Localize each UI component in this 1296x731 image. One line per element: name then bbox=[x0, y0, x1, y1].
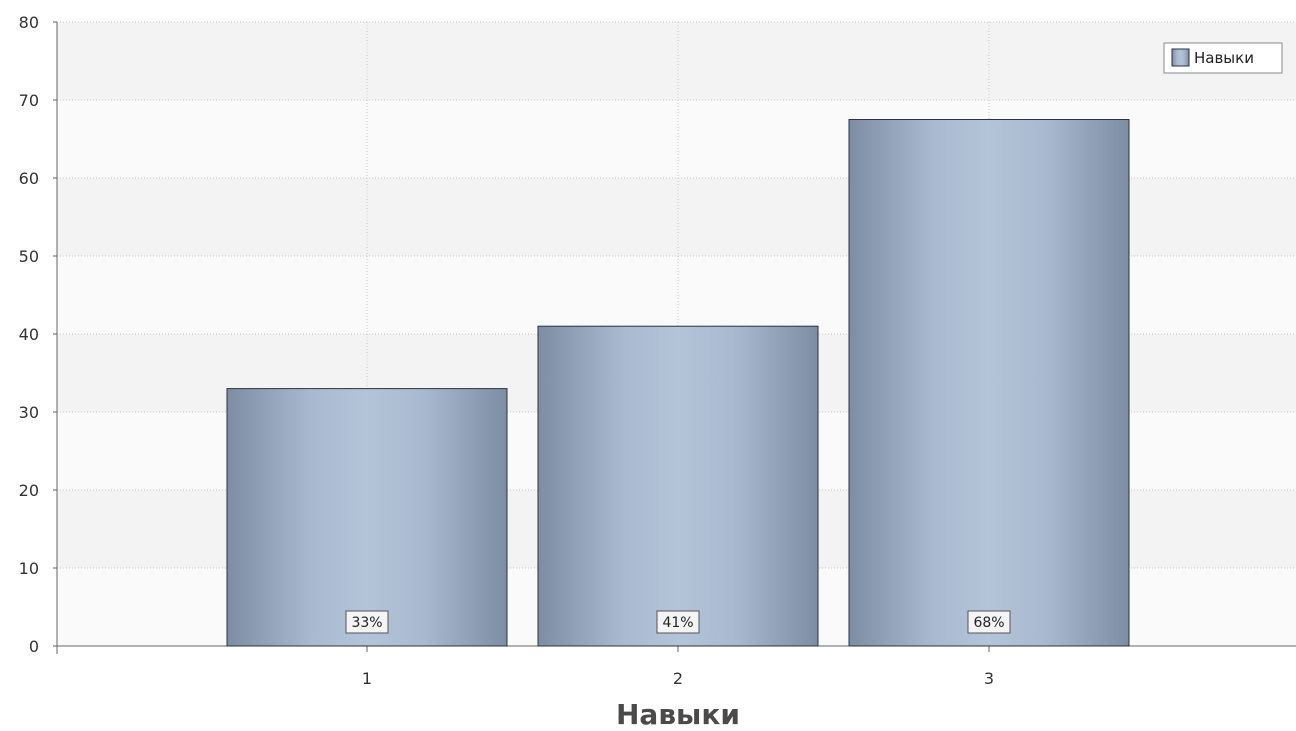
bar bbox=[848, 119, 1130, 647]
data-label: 33% bbox=[351, 615, 382, 631]
y-tick-label: 10 bbox=[19, 559, 39, 578]
data-label: 68% bbox=[973, 615, 1004, 631]
y-tick-label: 0 bbox=[29, 637, 39, 656]
y-tick-label: 20 bbox=[19, 481, 39, 500]
x-tick-label: 2 bbox=[673, 669, 683, 688]
plot-band bbox=[57, 22, 1296, 100]
y-tick-label: 40 bbox=[19, 325, 39, 344]
legend-swatch bbox=[1171, 48, 1190, 67]
x-tick-label: 3 bbox=[984, 669, 994, 688]
y-tick-label: 70 bbox=[19, 91, 39, 110]
y-tick-label: 50 bbox=[19, 247, 39, 266]
y-tick-label: 80 bbox=[19, 13, 39, 32]
y-tick-label: 30 bbox=[19, 403, 39, 422]
data-label-box bbox=[656, 610, 700, 634]
bars bbox=[226, 119, 1130, 647]
bar bbox=[226, 388, 508, 647]
data-label-box bbox=[967, 610, 1011, 634]
bar bbox=[537, 325, 819, 647]
y-tick-label: 60 bbox=[19, 169, 39, 188]
x-tick-label: 1 bbox=[362, 669, 372, 688]
x-axis-title: Навыки bbox=[616, 698, 740, 731]
data-label-box bbox=[345, 610, 389, 634]
legend-entry: Навыки bbox=[1194, 49, 1254, 67]
legend: Навыки bbox=[1163, 42, 1283, 74]
data-label: 41% bbox=[662, 615, 693, 631]
data-labels: 33% 41% 68% bbox=[345, 610, 1011, 634]
